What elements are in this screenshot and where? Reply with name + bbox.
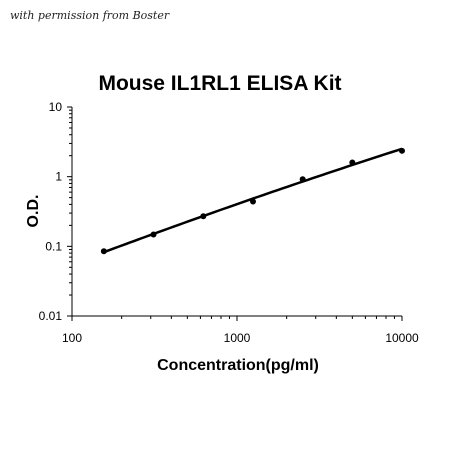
axes <box>71 107 402 317</box>
x-tick-label: 10000 <box>385 331 419 345</box>
data-point <box>150 231 157 238</box>
x-axis-label: Concentration(pg/ml) <box>157 357 319 374</box>
y-tick-label: 10 <box>49 100 63 114</box>
data-point <box>299 176 306 183</box>
y-tick-label: 0.1 <box>45 239 62 253</box>
watermark-text: with permission from Boster <box>10 9 170 22</box>
y-tick-label: 0.01 <box>39 309 63 323</box>
x-tick-label: 100 <box>62 331 82 345</box>
y-tick-label: 1 <box>55 170 62 184</box>
data-point <box>249 198 256 205</box>
chart-title: Mouse IL1RL1 ELISA Kit <box>98 72 341 95</box>
data-points <box>100 147 405 255</box>
data-point <box>399 147 405 154</box>
tick-marks <box>67 106 403 321</box>
data-point <box>200 213 207 220</box>
x-tick-label: 1000 <box>224 331 251 345</box>
tick-labels: 0.01 0.1 1 10 100 1000 10000 <box>39 100 419 345</box>
y-axis-label: O.D. <box>25 195 42 228</box>
data-point <box>100 248 107 255</box>
data-point <box>349 159 356 166</box>
